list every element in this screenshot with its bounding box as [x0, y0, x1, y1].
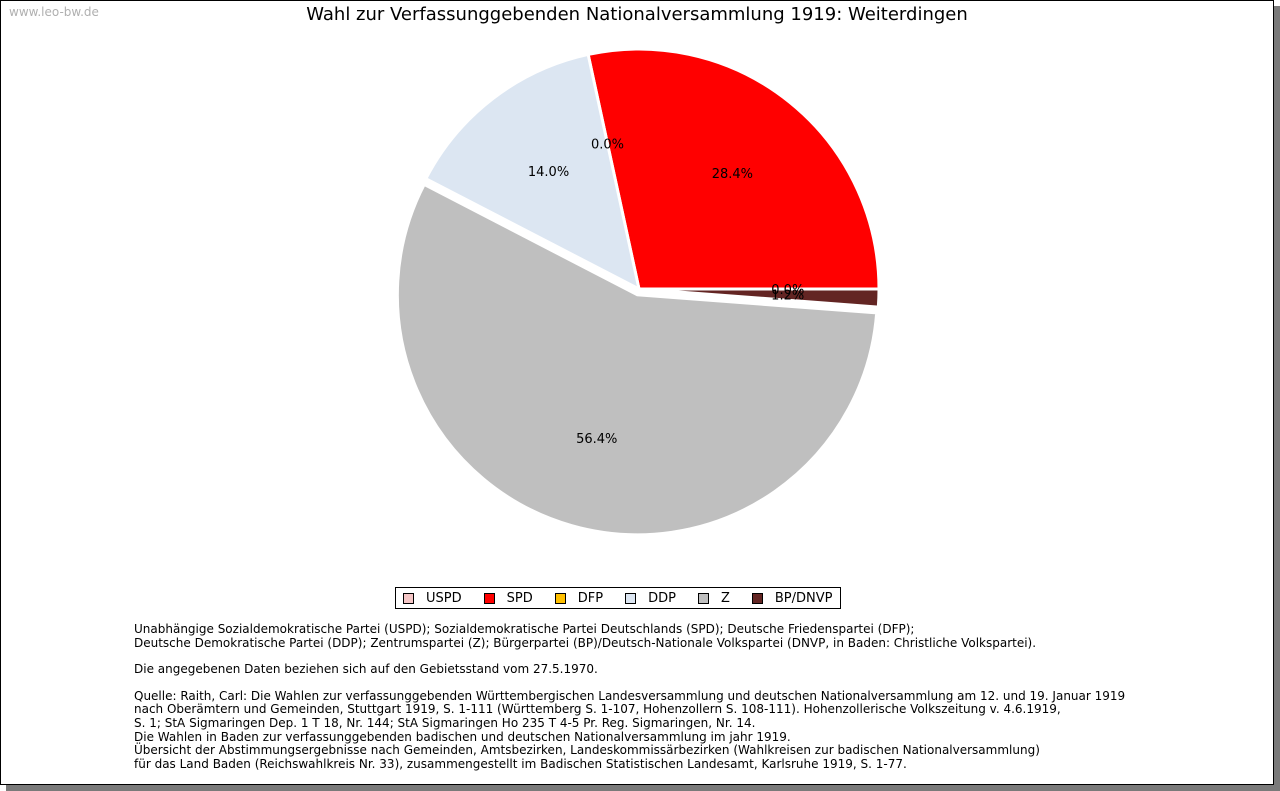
- pie-slice-ddp: [423, 52, 642, 292]
- pie-label-uspd: 0.0%: [771, 283, 804, 298]
- legend-swatch-spd: [483, 592, 495, 604]
- source-line-1: Quelle: Raith, Carl: Die Wahlen zur verf…: [134, 688, 1126, 703]
- legend-swatch-uspd: [403, 592, 414, 604]
- pie-label-spd: 28.4%: [712, 167, 753, 182]
- pie-slice-z: [395, 182, 879, 537]
- pie-slice-spd: [586, 47, 881, 291]
- pie-label-z: 56.4%: [576, 432, 617, 447]
- watermark: www.leo-bw.de: [9, 5, 99, 19]
- legend-swatch-dfp: [554, 592, 566, 604]
- pie-chart: 0.0% 28.4% 0.0% 14.0% 56.4% 1.2%: [395, 47, 881, 537]
- definitions-line-2: Deutsche Demokratische Partei (DDP); Zen…: [134, 635, 1037, 650]
- pie-slices: [395, 47, 881, 537]
- source-line-5: Übersicht der Abstimmungsergebnisse nach…: [134, 743, 1040, 758]
- chart-title: Wahl zur Verfassunggebenden Nationalvers…: [306, 4, 968, 25]
- legend-label-spd: SPD: [506, 590, 533, 606]
- legend-label-bp-dnvp: BP/DNVP: [774, 590, 833, 606]
- source-line-2: nach Oberämtern und Gemeinden, Stuttgart…: [134, 702, 1061, 717]
- pie-slice-bp-dnvp: [638, 287, 881, 309]
- legend-item-spd: SPD: [483, 590, 533, 606]
- pie-label-ddp: 14.0%: [528, 165, 569, 180]
- source-line-4: Die Wahlen in Baden zur verfassunggebend…: [134, 729, 791, 744]
- legend-label-ddp: DDP: [648, 590, 676, 606]
- legend-item-uspd: USPD: [403, 591, 462, 606]
- territory-note: Die angegebenen Daten beziehen sich auf …: [134, 662, 598, 677]
- definitions-line-1: Unabhängige Sozialdemokratische Partei (…: [134, 622, 915, 636]
- source-line-3: S. 1; StA Sigmaringen Dep. 1 T 18, Nr. 1…: [134, 715, 756, 730]
- legend-swatch-bp-dnvp: [751, 592, 763, 604]
- legend-item-dfp: DFP: [554, 590, 604, 606]
- legend-label-z: Z: [720, 590, 730, 606]
- legend-label-dfp: DFP: [577, 590, 604, 606]
- legend-item-z: Z: [697, 590, 730, 606]
- legend-item-ddp: DDP: [625, 591, 676, 606]
- legend-swatch-ddp: [625, 592, 637, 604]
- legend: USPD SPD DFP DDP Z BP/DNVP: [395, 587, 842, 609]
- footnotes: Unabhängige Sozialdemokratische Partei (…: [134, 622, 1126, 771]
- legend-item-bp-dnvp: BP/DNVP: [751, 590, 833, 606]
- legend-swatch-z: [697, 592, 709, 604]
- pie-labels: 0.0% 28.4% 0.0% 14.0% 56.4% 1.2%: [528, 138, 804, 447]
- pie-label-dfp: 0.0%: [591, 138, 624, 153]
- pie-label-bp-dnvp: 1.2%: [771, 289, 804, 304]
- source-line-6: für das Land Baden (Reichswahlkreis Nr. …: [134, 756, 907, 771]
- legend-label-uspd: USPD: [426, 590, 462, 606]
